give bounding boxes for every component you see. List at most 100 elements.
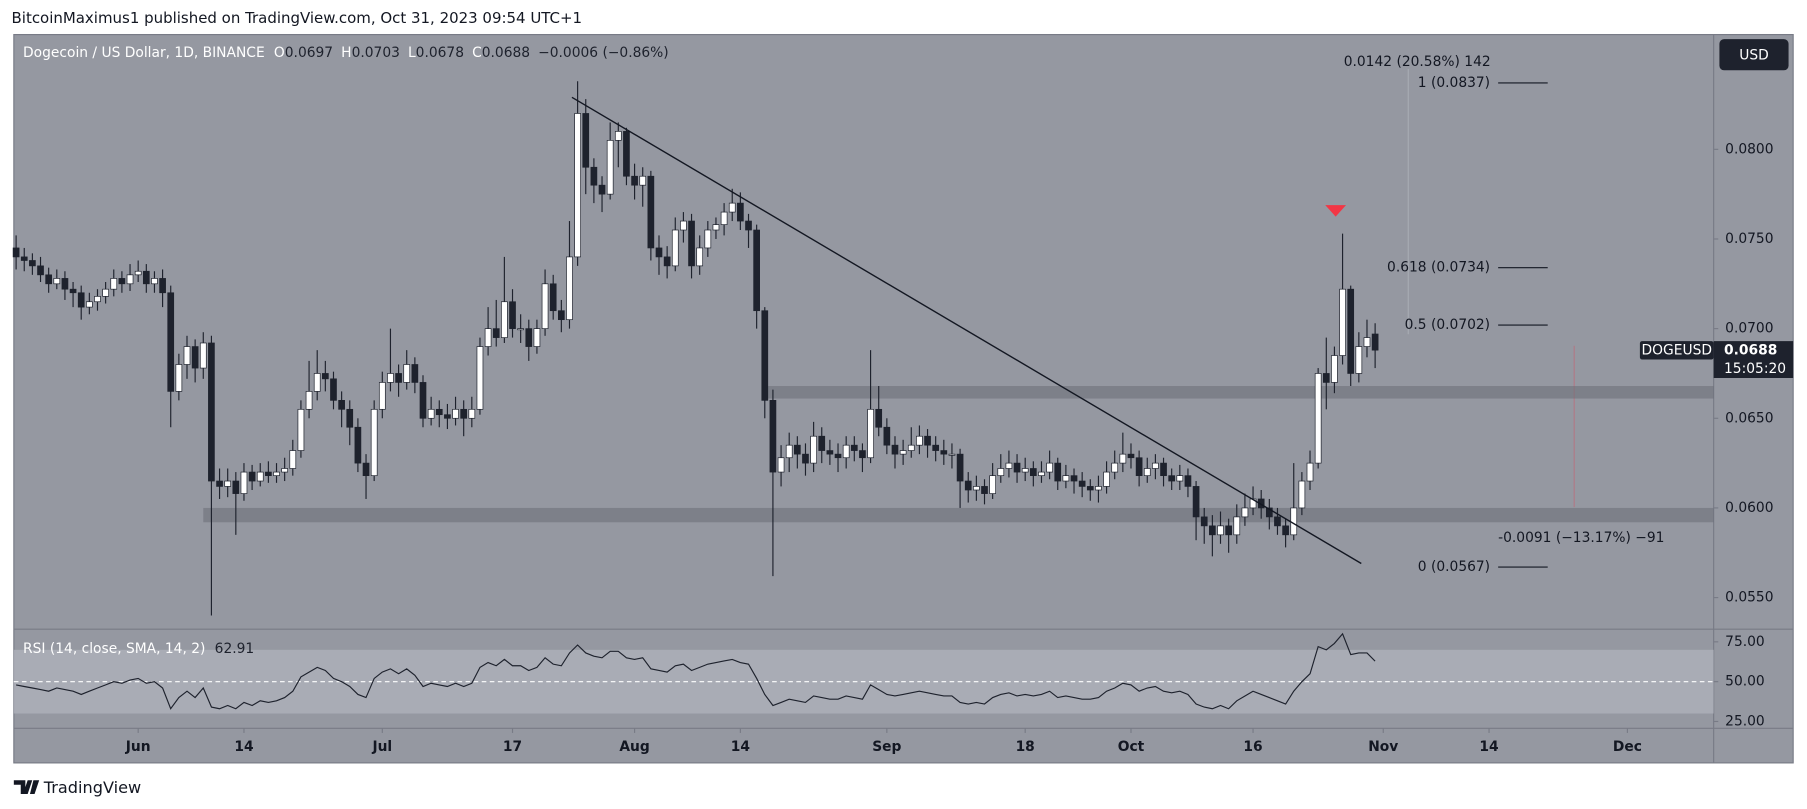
currency-button[interactable] — [1719, 39, 1789, 71]
candle-body — [240, 471, 248, 494]
fib-label: 0 (0.0567) — [1418, 559, 1490, 575]
candle-body — [1371, 333, 1379, 351]
candle-body — [151, 278, 158, 285]
candle-body — [1119, 453, 1127, 464]
candle-body — [37, 265, 44, 276]
time-tick-label: Nov — [1368, 739, 1398, 755]
ohlc-key: H — [341, 45, 351, 61]
candle-body — [549, 283, 557, 312]
measure-label: -0.0091 (−13.17%) −91 — [1498, 530, 1664, 546]
time-tick-label: 16 — [1243, 739, 1262, 755]
publish-header: BitcoinMaximus1 published on TradingView… — [12, 9, 583, 27]
candle-body — [1233, 516, 1241, 536]
time-tick-label: Sep — [872, 739, 901, 755]
last-price-tag — [1713, 341, 1794, 378]
legend: Dogecoin / US Dollar, 1D, BINANCE O0.0697… — [23, 45, 669, 61]
candle-body — [663, 256, 671, 267]
candle-body — [1241, 507, 1249, 518]
candle-body — [981, 486, 988, 494]
legend-title: Dogecoin / US Dollar, 1D, BINANCE — [23, 45, 265, 61]
candle-body — [322, 373, 329, 380]
candle-body — [53, 278, 61, 285]
candle-body — [777, 457, 785, 473]
symbol-label: DOGEUSD — [1642, 342, 1712, 358]
candle-body — [1038, 471, 1045, 477]
price-tick-label: 0.0700 — [1725, 321, 1773, 337]
candle-body — [1257, 498, 1265, 509]
candle-body — [94, 296, 101, 303]
price-tick-label: 0.0800 — [1725, 141, 1773, 157]
candle-body — [1217, 525, 1224, 536]
candle-body — [1265, 507, 1273, 518]
candle-body — [1209, 525, 1216, 536]
fib-label: 1 (0.0837) — [1418, 75, 1490, 91]
candle-body — [1078, 480, 1086, 487]
candle-body — [1111, 462, 1119, 473]
trendline — [571, 96, 1362, 565]
candle-body — [1331, 355, 1338, 383]
candle-body — [907, 444, 915, 451]
candle-body — [1021, 468, 1029, 473]
time-tick-label: Aug — [619, 739, 649, 755]
candle-body — [435, 408, 443, 416]
candle-body — [427, 408, 435, 419]
candle-body — [175, 364, 183, 392]
candle-body — [1347, 288, 1355, 374]
candle-body — [1160, 462, 1167, 477]
candle-body — [932, 444, 940, 451]
candle-body — [834, 453, 842, 459]
candle-body — [191, 346, 199, 369]
candle-body — [964, 480, 972, 491]
candle-body — [273, 471, 280, 477]
candle-body — [1062, 475, 1070, 482]
rsi-tick-label: 50.00 — [1725, 674, 1765, 690]
support-zone — [203, 507, 1714, 523]
candle-body — [45, 274, 53, 285]
rsi-title: RSI (14, close, SMA, 14, 2) — [23, 641, 205, 657]
measure-label: 0.0142 (20.58%) 142 — [1344, 54, 1491, 70]
time-tick-label: 18 — [1016, 739, 1035, 755]
candle-body — [940, 450, 948, 455]
countdown: 15:05:20 — [1724, 361, 1786, 377]
candle-body — [745, 220, 752, 231]
candle-body — [167, 292, 175, 392]
candle-body — [956, 453, 964, 482]
candle-body — [248, 471, 256, 482]
candle-body — [492, 328, 500, 338]
candle-body — [1070, 475, 1078, 482]
candle-body — [1029, 468, 1037, 477]
candle-body — [737, 202, 744, 222]
candle-body — [680, 220, 687, 231]
fib-label: 0.5 (0.0702) — [1405, 317, 1490, 333]
candle-body — [12, 247, 20, 258]
candle-body — [989, 475, 996, 494]
ohlc-value: 0.0678 — [416, 45, 464, 61]
candle-body — [20, 256, 28, 261]
candle-body — [639, 175, 647, 186]
candle-body — [598, 184, 606, 195]
candle-body — [997, 468, 1005, 477]
rsi-tick-label: 25.00 — [1725, 713, 1765, 729]
candle-body — [460, 408, 468, 419]
candle-body — [216, 480, 223, 487]
candle-body — [77, 292, 85, 308]
candle-body — [850, 444, 858, 451]
candle-body — [867, 408, 874, 459]
candle-body — [1200, 516, 1208, 527]
candle-body — [29, 260, 36, 267]
candle-body — [769, 400, 777, 473]
candle-body — [541, 283, 549, 329]
candle-body — [297, 408, 305, 451]
candle-body — [126, 274, 134, 285]
candle-body — [647, 175, 655, 249]
candle-body — [688, 220, 695, 267]
candle-body — [313, 373, 321, 392]
ohlc-key: C — [472, 45, 482, 61]
candle-body — [859, 450, 866, 459]
candle-body — [704, 229, 712, 249]
candle-body — [728, 202, 736, 213]
time-tick-label: 14 — [731, 739, 750, 755]
candle-body — [411, 364, 419, 383]
candle-body — [1282, 525, 1289, 536]
